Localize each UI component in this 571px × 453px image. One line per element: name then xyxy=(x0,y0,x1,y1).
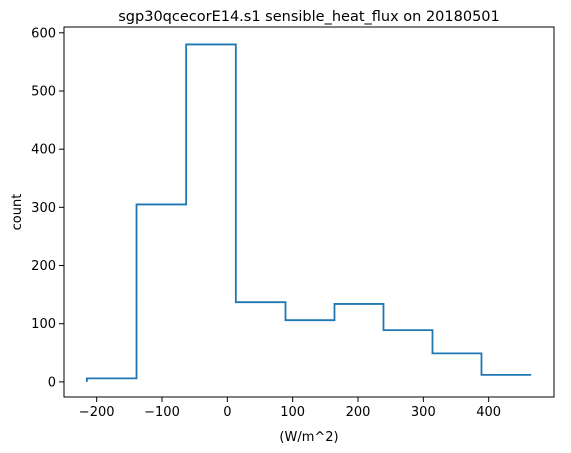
x-tick-label: 300 xyxy=(411,405,436,420)
y-tick-label: 100 xyxy=(31,317,56,332)
y-tick-label: 600 xyxy=(31,26,56,41)
chart-title: sgp30qcecorE14.s1 sensible_heat_flux on … xyxy=(118,9,500,25)
x-tick-label: 100 xyxy=(280,405,305,420)
x-tick-label: 0 xyxy=(223,405,231,420)
y-tick-label: 0 xyxy=(48,375,56,390)
histogram-step-line xyxy=(85,43,532,382)
x-tick-label: −200 xyxy=(79,405,115,420)
y-tick-label: 500 xyxy=(31,84,56,99)
x-axis-label: (W/m^2) xyxy=(279,430,338,445)
x-tick-label: 400 xyxy=(476,405,501,420)
y-tick-label: 200 xyxy=(31,259,56,274)
axes-frame xyxy=(63,26,555,398)
x-tick-label: −100 xyxy=(144,405,180,420)
x-tick-label: 200 xyxy=(346,405,371,420)
y-tick-label: 300 xyxy=(31,201,56,216)
y-axis-label: count xyxy=(10,194,25,231)
y-tick-label: 400 xyxy=(31,143,56,158)
